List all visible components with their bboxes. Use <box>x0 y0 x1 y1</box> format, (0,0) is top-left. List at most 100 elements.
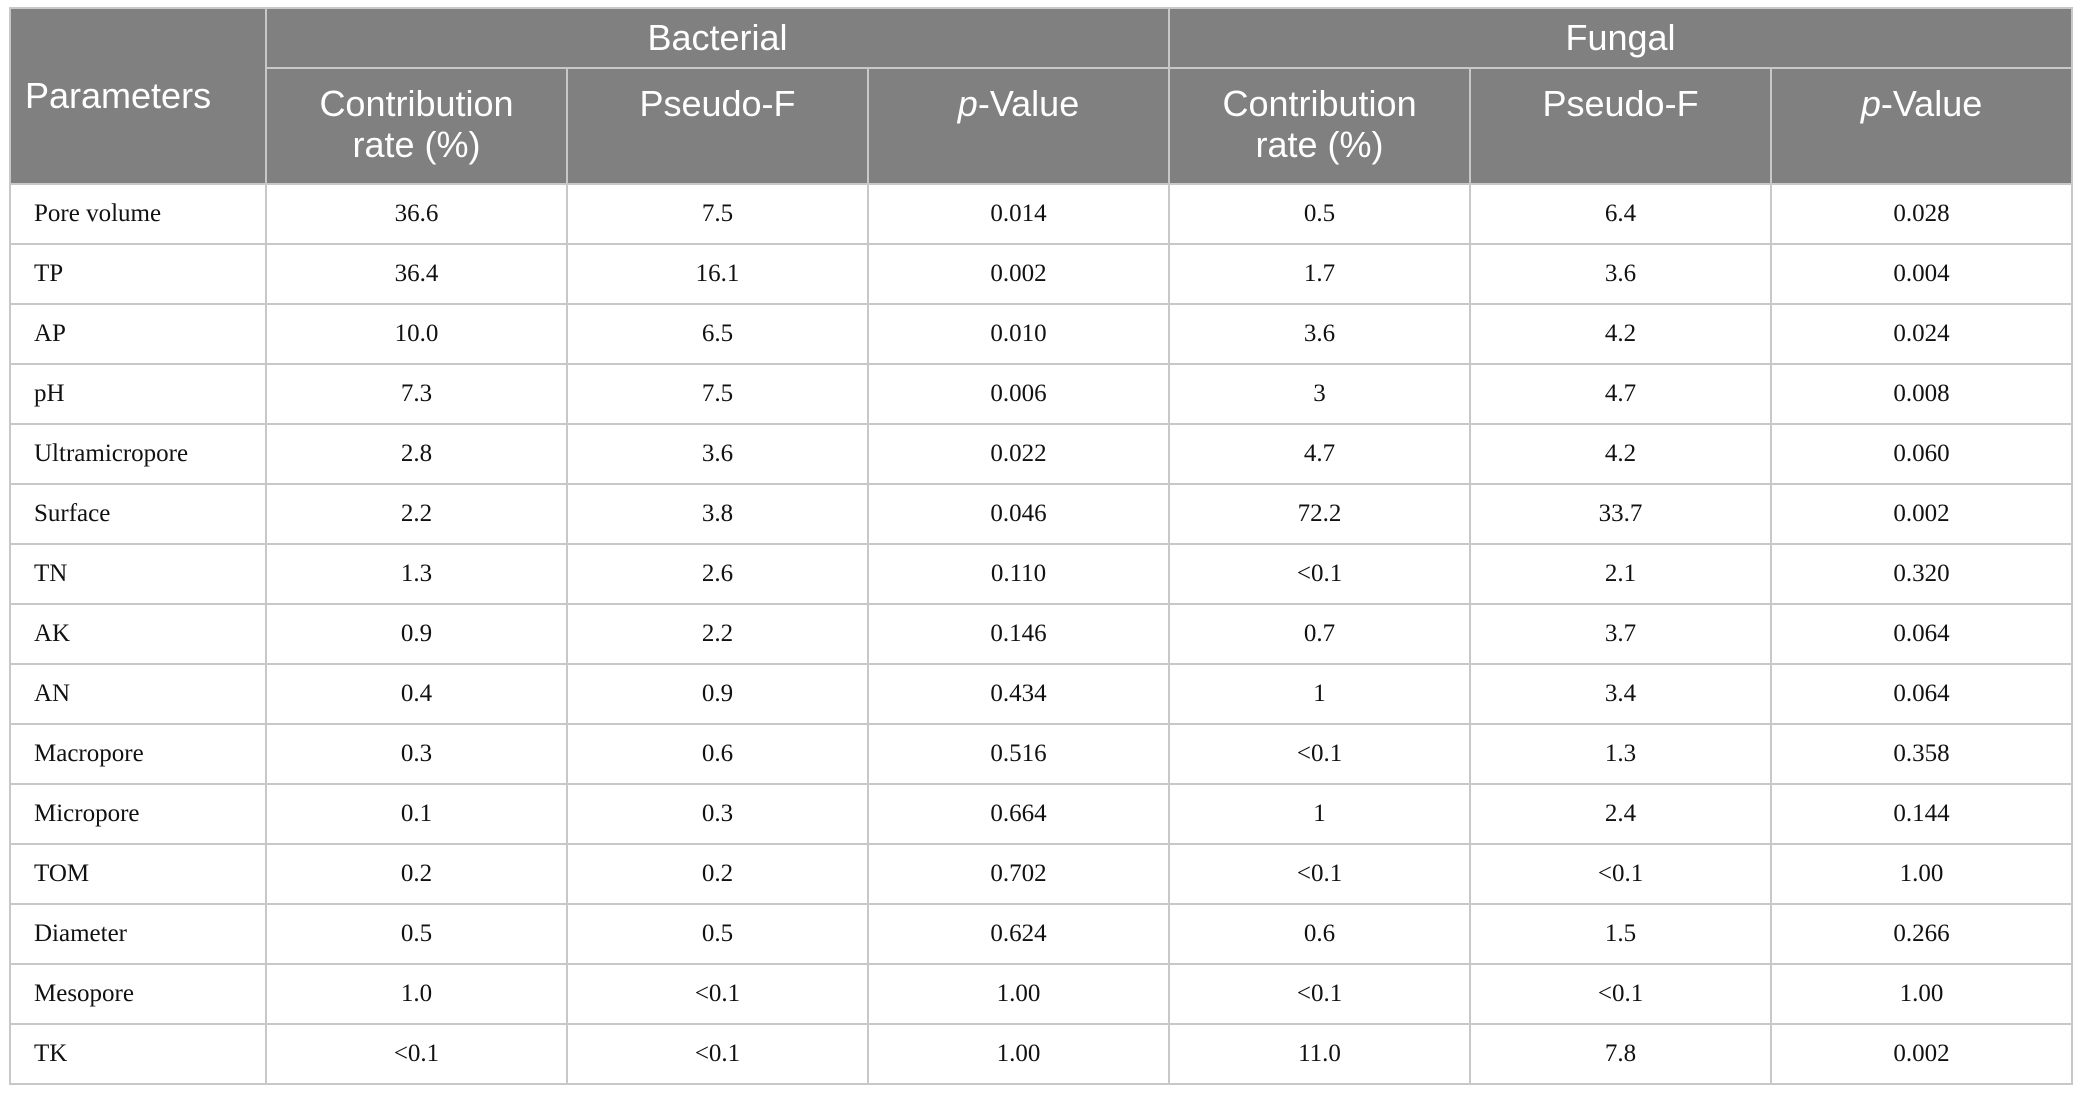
parameter-cell: AN <box>9 663 267 725</box>
fungal-contribution-cell: <0.1 <box>1168 543 1472 605</box>
header-row-groups: Parameters Bacterial Fungal <box>9 7 2074 185</box>
table-row: pH 7.3 7.5 0.006 3 4.7 0.008 <box>9 363 2074 425</box>
table-row: AN 0.4 0.9 0.434 1 3.4 0.064 <box>9 663 2074 725</box>
table-row: TP 36.4 16.1 0.002 1.7 3.6 0.004 <box>9 243 2074 305</box>
bacterial-p-value-cell: 0.664 <box>866 783 1171 845</box>
fungal-pseudo-f-cell: 4.2 <box>1469 303 1773 365</box>
bacterial-contribution-line1: Contribution <box>319 83 514 124</box>
bacterial-contribution-cell: 36.4 <box>265 243 568 305</box>
bacterial-contribution-header: Contribution rate (%) <box>265 67 568 185</box>
bacterial-pseudo-f-cell: 16.1 <box>566 243 869 305</box>
bacterial-p-value-cell: 0.006 <box>866 363 1171 425</box>
table-row: Pore volume 36.6 7.5 0.014 0.5 6.4 0.028 <box>9 183 2074 245</box>
parameter-cell: TN <box>9 543 267 605</box>
fungal-pseudo-f-cell: 6.4 <box>1469 183 1773 245</box>
fungal-contribution-cell: 0.6 <box>1168 903 1472 965</box>
fungal-p-suffix: -Value <box>1880 83 1983 124</box>
fungal-p-value-cell: 0.064 <box>1770 603 2074 665</box>
table-row: Micropore 0.1 0.3 0.664 1 2.4 0.144 <box>9 783 2074 845</box>
bacterial-contribution-cell: 0.5 <box>265 903 568 965</box>
bacterial-pseudo-f-cell: 0.5 <box>566 903 869 965</box>
fungal-contribution-header: Contribution rate (%) <box>1168 67 1472 185</box>
bacterial-contribution-cell: 1.0 <box>265 963 568 1025</box>
bacterial-pseudo-f-cell: 2.2 <box>566 603 869 665</box>
bacterial-contribution-cell: 0.4 <box>265 663 568 725</box>
parameter-cell: Ultramicropore <box>9 423 267 485</box>
bacterial-contribution-cell: 0.9 <box>265 603 568 665</box>
fungal-pseudo-f-cell: 3.6 <box>1469 243 1773 305</box>
fungal-p-value-cell: 0.064 <box>1770 663 2074 725</box>
fungal-contribution-cell: <0.1 <box>1168 963 1472 1025</box>
bacterial-contribution-cell: 2.2 <box>265 483 568 545</box>
table-row: Ultramicropore 2.8 3.6 0.022 4.7 4.2 0.060 <box>9 423 2074 485</box>
bacterial-p-value-cell: 0.010 <box>866 303 1171 365</box>
bacterial-pseudo-f-cell: 6.5 <box>566 303 869 365</box>
parameter-cell: Mesopore <box>9 963 267 1025</box>
fungal-p-italic: p <box>1860 83 1881 124</box>
parameter-cell: Pore volume <box>9 183 267 245</box>
fungal-p-value-cell: 0.024 <box>1770 303 2074 365</box>
bacterial-p-value-cell: 0.624 <box>866 903 1171 965</box>
bacterial-p-value-cell: 0.146 <box>866 603 1171 665</box>
bacterial-p-value-cell: 0.022 <box>866 423 1171 485</box>
bacterial-p-value-header: p-Value <box>866 67 1171 185</box>
bacterial-contribution-cell: 7.3 <box>265 363 568 425</box>
fungal-p-value-cell: 0.002 <box>1770 1023 2074 1085</box>
fungal-contribution-cell: 0.5 <box>1168 183 1472 245</box>
fungal-pseudo-f-cell: 7.8 <box>1469 1023 1773 1085</box>
fungal-p-value-cell: 0.002 <box>1770 483 2074 545</box>
bacterial-p-value-cell: 0.002 <box>866 243 1171 305</box>
fungal-contribution-cell: <0.1 <box>1168 843 1472 905</box>
bacterial-p-value-cell: 0.046 <box>866 483 1171 545</box>
bacterial-pseudo-f-cell: <0.1 <box>566 963 869 1025</box>
bacterial-p-suffix: -Value <box>977 83 1080 124</box>
bacterial-p-value-cell: 0.014 <box>866 183 1171 245</box>
fungal-pseudo-f-header: Pseudo-F <box>1469 67 1773 185</box>
fungal-pseudo-f-cell: 3.7 <box>1469 603 1773 665</box>
table-row: TN 1.3 2.6 0.110 <0.1 2.1 0.320 <box>9 543 2074 605</box>
table-row: TOM 0.2 0.2 0.702 <0.1 <0.1 1.00 <box>9 843 2074 905</box>
bacterial-group-header: Bacterial <box>264 7 1171 69</box>
fungal-contribution-cell: 1.7 <box>1168 243 1472 305</box>
parameter-cell: Diameter <box>9 903 267 965</box>
bacterial-pseudo-f-cell: 0.3 <box>566 783 869 845</box>
fungal-p-value-cell: 0.028 <box>1770 183 2074 245</box>
fungal-contribution-line2: rate (%) <box>1255 124 1384 165</box>
fungal-pseudo-f-cell: 1.3 <box>1469 723 1773 785</box>
fungal-contribution-cell: 0.7 <box>1168 603 1472 665</box>
bacterial-p-value-cell: 1.00 <box>866 963 1171 1025</box>
fungal-pseudo-f-cell: 2.4 <box>1469 783 1773 845</box>
bacterial-pseudo-f-cell: 0.2 <box>566 843 869 905</box>
parameter-cell: TK <box>9 1023 267 1085</box>
fungal-p-value-cell: 0.320 <box>1770 543 2074 605</box>
header-row-columns: Contribution rate (%) Pseudo-F p-Value C… <box>10 67 2074 185</box>
fungal-contribution-cell: 3.6 <box>1168 303 1472 365</box>
fungal-p-value-cell: 0.008 <box>1770 363 2074 425</box>
bacterial-pseudo-f-cell: 3.6 <box>566 423 869 485</box>
table-row: Mesopore 1.0 <0.1 1.00 <0.1 <0.1 1.00 <box>9 963 2074 1025</box>
fungal-pseudo-f-cell: 4.2 <box>1469 423 1773 485</box>
bacterial-pseudo-f-cell: 2.6 <box>566 543 869 605</box>
fungal-pseudo-f-cell: 3.4 <box>1469 663 1773 725</box>
fungal-pseudo-f-cell: <0.1 <box>1469 963 1773 1025</box>
bacterial-pseudo-f-cell: 3.8 <box>566 483 869 545</box>
bacterial-contribution-cell: 0.1 <box>265 783 568 845</box>
fungal-contribution-cell: 1 <box>1168 663 1472 725</box>
table-row: AP 10.0 6.5 0.010 3.6 4.2 0.024 <box>9 303 2074 365</box>
parameter-cell: Macropore <box>9 723 267 785</box>
parameter-cell: Micropore <box>9 783 267 845</box>
parameter-cell: AP <box>9 303 267 365</box>
table-row: Surface 2.2 3.8 0.046 72.2 33.7 0.002 <box>9 483 2074 545</box>
fungal-p-value-cell: 1.00 <box>1770 963 2074 1025</box>
bacterial-pseudo-f-cell: 7.5 <box>566 363 869 425</box>
fungal-p-value-cell: 1.00 <box>1770 843 2074 905</box>
table-row: AK 0.9 2.2 0.146 0.7 3.7 0.064 <box>9 603 2074 665</box>
fungal-pseudo-f-cell: 2.1 <box>1469 543 1773 605</box>
bacterial-p-value-cell: 0.516 <box>866 723 1171 785</box>
fungal-p-value-cell: 0.144 <box>1770 783 2074 845</box>
fungal-contribution-cell: <0.1 <box>1168 723 1472 785</box>
fungal-pseudo-f-cell: 33.7 <box>1469 483 1773 545</box>
bacterial-p-value-cell: 0.110 <box>866 543 1171 605</box>
bacterial-contribution-cell: 1.3 <box>265 543 568 605</box>
bacterial-contribution-cell: 36.6 <box>265 183 568 245</box>
